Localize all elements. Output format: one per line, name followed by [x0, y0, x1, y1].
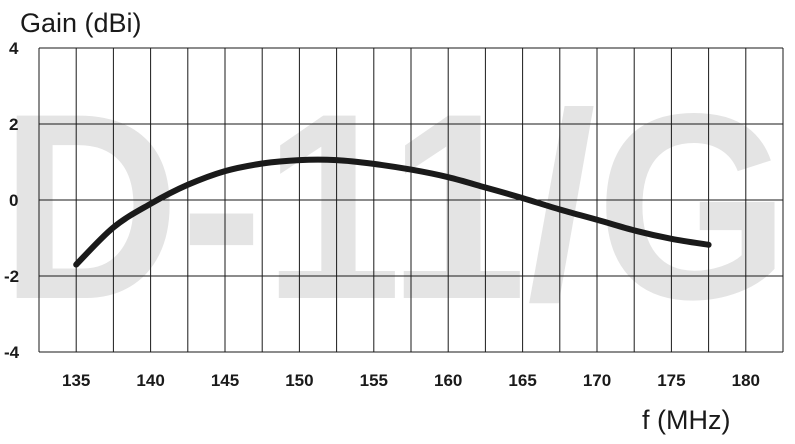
y-tick-label--4: -4	[4, 343, 20, 362]
x-tick-label-150: 150	[285, 371, 313, 390]
x-tick-label-180: 180	[732, 371, 760, 390]
y-tick-label--2: -2	[4, 267, 19, 286]
x-axis-label: f (MHz)	[642, 405, 730, 435]
x-tick-label-175: 175	[657, 371, 685, 390]
grid	[38, 47, 784, 353]
y-tick-label-0: 0	[9, 191, 18, 210]
x-tick-label-160: 160	[434, 371, 462, 390]
x-tick-label-155: 155	[360, 371, 388, 390]
x-tick-label-140: 140	[136, 371, 164, 390]
x-tick-label-145: 145	[211, 371, 239, 390]
x-tick-label-165: 165	[508, 371, 536, 390]
x-tick-label-170: 170	[583, 371, 611, 390]
tick-labels: 135 140 145 150 155 160 165 170 175 180 4 2 0 -2 -4	[4, 39, 760, 390]
y-axis-label: Gain (dBi)	[20, 8, 142, 38]
y-tick-label-4: 4	[9, 39, 19, 58]
gain-curve	[73, 156, 712, 268]
watermark-text: D-11/G	[0, 59, 790, 355]
x-tick-label-135: 135	[62, 371, 90, 390]
y-tick-label-2: 2	[9, 115, 18, 134]
